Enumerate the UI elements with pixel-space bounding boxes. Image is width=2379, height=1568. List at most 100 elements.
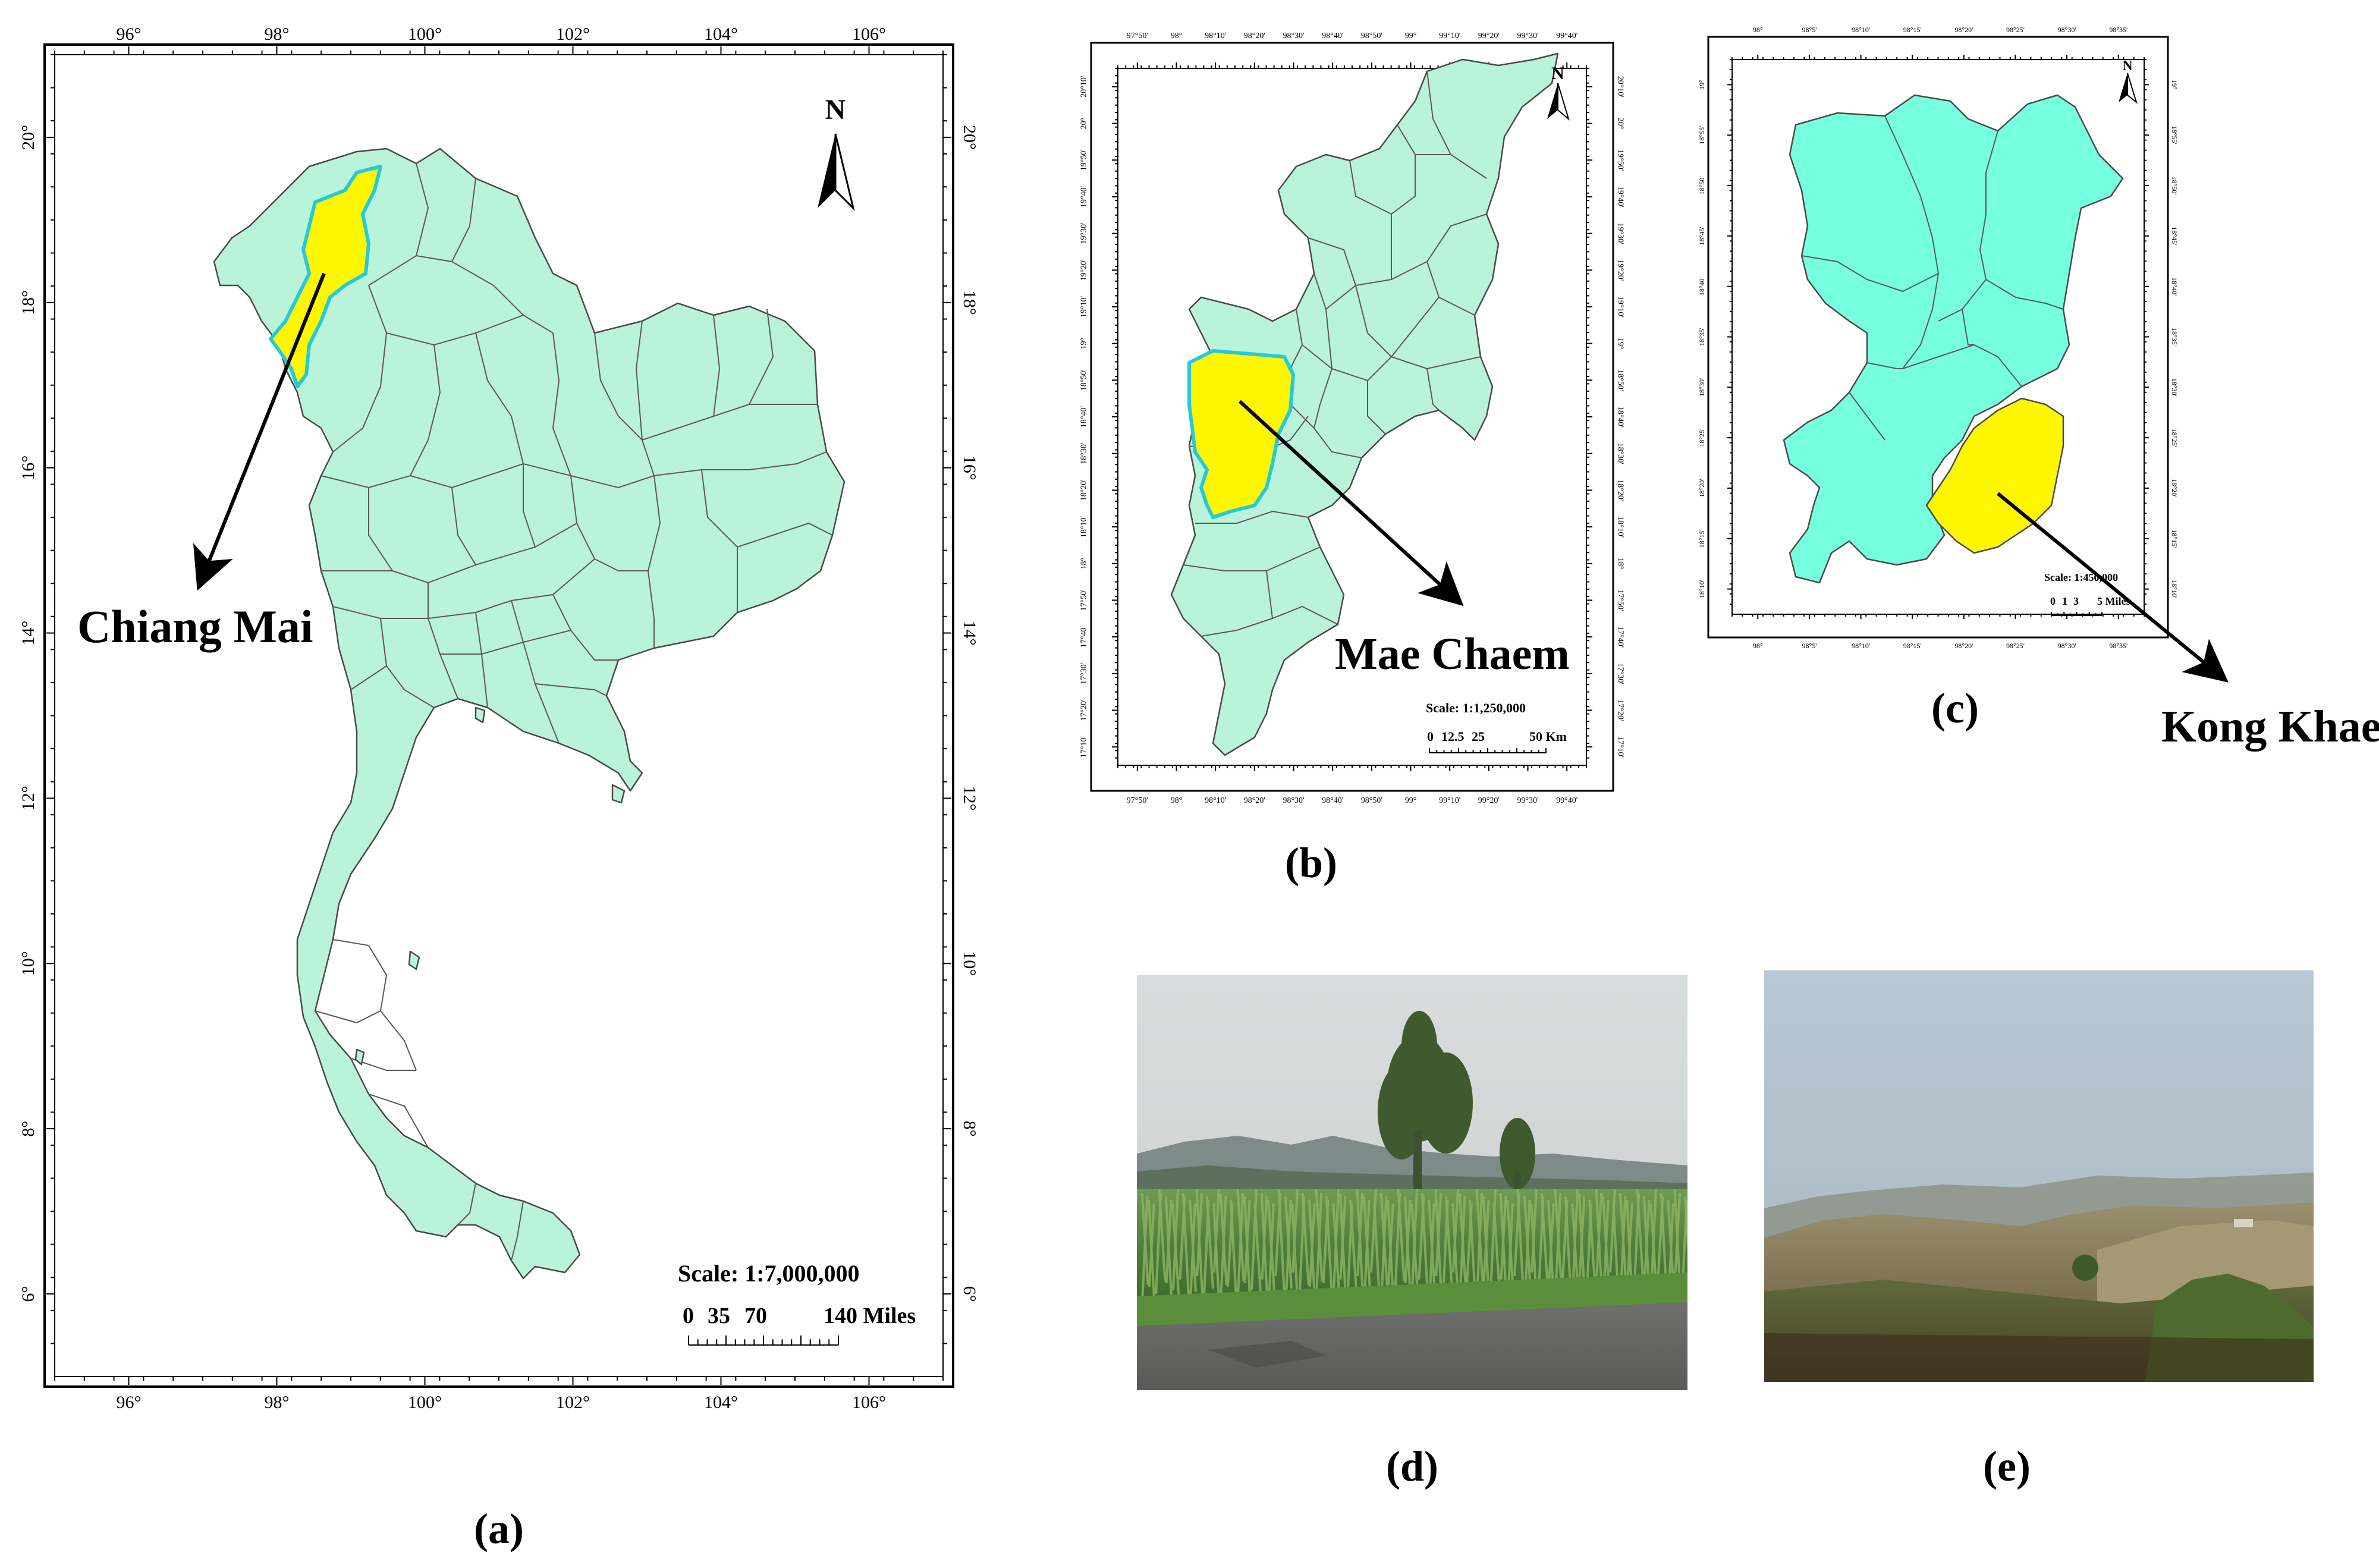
scale-value: 3: [2073, 595, 2079, 607]
latitude-label: 19°: [1616, 338, 1624, 350]
latitude-label: 18°40': [1080, 406, 1089, 428]
corn-field-photo: [1137, 975, 1687, 1390]
latitude-label: 18°30': [1080, 443, 1089, 464]
latitude-label: 19°: [1080, 338, 1089, 350]
latitude-label: 18°30': [2170, 378, 2179, 397]
latitude-label: 18°45': [2170, 227, 2179, 245]
longitude-label: 106°: [852, 1393, 886, 1412]
longitude-label: 98°30': [1283, 32, 1304, 40]
longitude-label: 97°50': [1127, 796, 1148, 805]
panel-b-map: 97°50' 97°50' 98° 98° 98°10' 98°10' 98°20' 98°2…: [1080, 32, 1625, 887]
latitude-label: 18°10': [1080, 516, 1089, 538]
latitude-label: 10°: [18, 951, 38, 976]
latitude-label: 20°10': [1616, 76, 1624, 98]
panel-c-label: (c): [1931, 684, 1979, 732]
longitude-label: 98°10': [1852, 26, 1870, 34]
panel-a-north-arrow: N: [818, 94, 855, 211]
panel-a-map: 96° 96° 98° 98° 100° 100° 102° 102° 104° 104° 106°…: [18, 24, 979, 1553]
latitude-label: 12°: [960, 785, 979, 810]
latitude-label: 6°: [960, 1286, 979, 1302]
latitude-label: 18°40': [2170, 277, 2179, 296]
longitude-label: 99°40': [1556, 796, 1577, 805]
panel-b-label: (b): [1285, 839, 1337, 887]
latitude-label: 20°: [960, 125, 979, 150]
mae-chaem-district: [1187, 349, 1295, 519]
longitude-label: 98°40': [1322, 32, 1343, 40]
longitude-label: 96°: [117, 1393, 142, 1412]
panel-a-scale-bar: Scale: 1:7,000,000 0 35 70 140 Miles: [678, 1260, 916, 1346]
latitude-label: 19°40': [1080, 186, 1089, 208]
longitude-label: 98°50': [1361, 796, 1382, 805]
scale-value: 0: [683, 1303, 694, 1328]
longitude-label: 98°50': [1361, 32, 1382, 40]
longitude-label: 99°30': [1517, 32, 1538, 40]
latitude-label: 17°50': [1616, 589, 1624, 611]
panel-b-scale-bar: Scale: 1:1,250,000 0 12.5 25 50 Km: [1426, 700, 1567, 753]
panel-c-graticule: 98° 98° 98°5' 98°5' 98°10' 98°10' 98°15' 98°15'…: [1698, 26, 2179, 650]
latitude-label: 17°30': [1616, 663, 1624, 684]
latitude-label: 20°10': [1080, 76, 1089, 98]
latitude-label: 18°20': [1080, 479, 1089, 501]
north-label: N: [2122, 58, 2133, 74]
latitude-label: 19°30': [1616, 223, 1624, 244]
latitude-label: 18°: [960, 290, 979, 315]
longitude-label: 99°10': [1439, 796, 1460, 805]
thailand-provinces: [213, 147, 846, 1280]
longitude-label: 97°50': [1127, 32, 1148, 40]
panel-e-photo: (e): [1764, 970, 2314, 1490]
scale-value: 25: [1472, 729, 1485, 744]
latitude-label: 18°55': [1698, 126, 1706, 144]
longitude-label: 98°: [1171, 32, 1183, 40]
latitude-label: 17°50': [1080, 589, 1089, 611]
longitude-label: 102°: [556, 24, 590, 44]
longitude-label: 98°5': [1802, 26, 1817, 34]
panel-c-scale-bar: Scale: 1:450,000 0 1 3 5 Miles: [2044, 571, 2130, 616]
latitude-label: 19°50': [1080, 149, 1089, 171]
longitude-label: 98°10': [1852, 642, 1870, 650]
longitude-label: 98°20': [1244, 32, 1265, 40]
longitude-label: 98°15': [1903, 642, 1922, 650]
panel-b-pointer-arrow: [1238, 400, 1464, 607]
panel-a-graticule: 96° 96° 98° 98° 100° 100° 102° 102° 104° 104° 106°…: [18, 24, 979, 1412]
latitude-label: 18°25': [2170, 429, 2179, 447]
longitude-label: 98°35': [2109, 26, 2127, 34]
latitude-label: 6°: [18, 1286, 38, 1302]
scale-value: 70: [744, 1303, 767, 1328]
panel-e-label: (e): [1983, 1443, 2031, 1490]
latitude-label: 8°: [18, 1121, 38, 1137]
scale-value: 12.5: [1441, 729, 1465, 744]
scale-value: 50 Km: [1529, 729, 1567, 744]
longitude-label: 98°30': [1283, 796, 1304, 805]
panel-a-label: (a): [474, 1505, 524, 1553]
scale-value: 1: [2062, 595, 2067, 607]
latitude-label: 18°: [18, 290, 38, 315]
north-label: N: [1551, 64, 1564, 83]
latitude-label: 18°10': [2170, 580, 2179, 598]
latitude-label: 18°15': [2170, 529, 2179, 548]
longitude-label: 99°10': [1439, 32, 1460, 40]
latitude-label: 17°10': [1080, 736, 1089, 758]
longitude-label: 99°20': [1478, 796, 1500, 805]
latitude-label: 19°20': [1080, 259, 1089, 281]
latitude-label: 18°55': [2170, 126, 2179, 144]
latitude-label: 16°: [960, 455, 979, 480]
latitude-label: 18°40': [1616, 406, 1624, 428]
latitude-label: 18°50': [1698, 177, 1706, 195]
latitude-label: 18°35': [2170, 328, 2179, 346]
longitude-label: 98°20': [1244, 796, 1265, 805]
longitude-label: 98°: [265, 1393, 290, 1412]
latitude-label: 18°: [1616, 558, 1624, 570]
panel-d-photo: (d): [1137, 975, 1687, 1490]
latitude-label: 10°: [960, 951, 979, 976]
latitude-label: 18°35': [1698, 328, 1706, 346]
scale-value: 0: [1427, 729, 1434, 744]
scale-value: 0: [2050, 595, 2056, 607]
scale-bar-ticks: [2051, 612, 2103, 616]
longitude-label: 99°: [1405, 796, 1417, 805]
longitude-label: 98°30': [2058, 642, 2076, 650]
scale-title: Scale: 1:1,250,000: [1426, 700, 1526, 715]
latitude-label: 19°10': [1080, 296, 1089, 318]
latitude-label: 18°20': [1698, 479, 1706, 497]
longitude-label: 98°25': [2006, 26, 2025, 34]
longitude-label: 98°15': [1903, 26, 1922, 34]
